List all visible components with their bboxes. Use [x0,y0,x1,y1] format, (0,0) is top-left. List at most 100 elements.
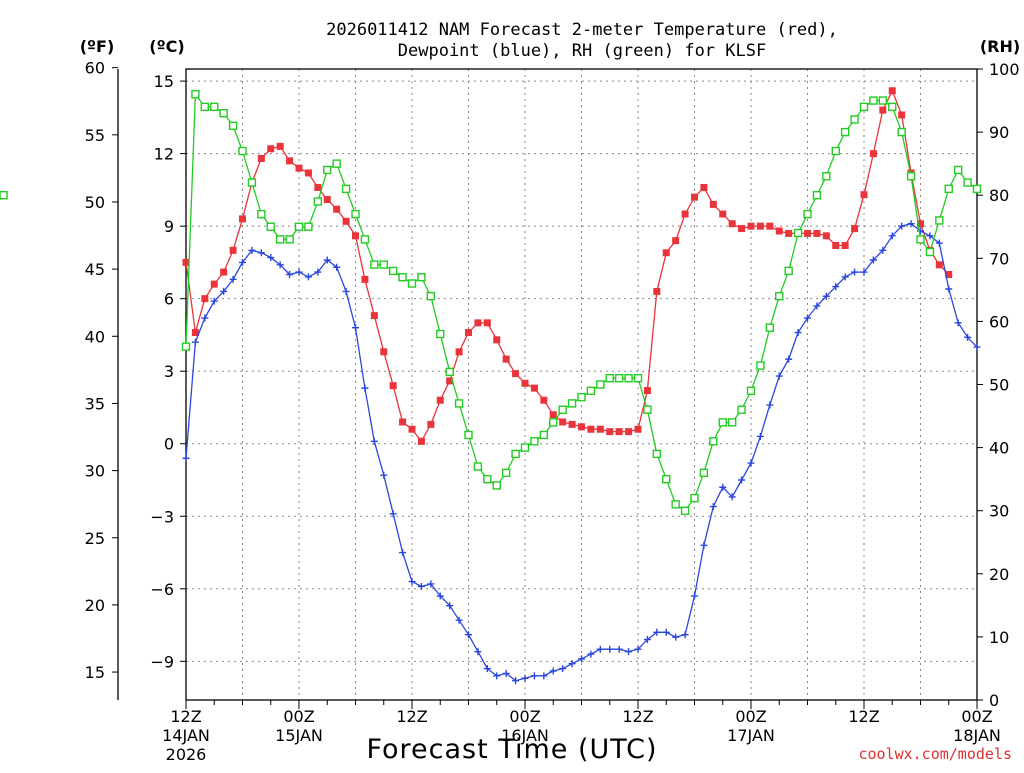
temperature-point [832,241,840,249]
rh-point [219,108,228,118]
x-tick-time-label: 12Z [622,707,653,726]
celsius-tick-label: 15 [154,72,174,91]
temperature-point [370,312,378,320]
temperature-point [596,425,604,433]
rh-point [953,165,963,175]
temperature-point [653,287,661,295]
plot-series [0,87,982,685]
rh-point [577,392,586,402]
dewpoint-point [549,667,557,675]
dewpoint-point [239,258,246,266]
dewpoint-point [521,674,529,682]
dewpoint-point [286,270,294,278]
temperature-point [672,237,680,245]
rh-point [473,462,483,471]
temperature-point [822,232,830,240]
dewpoint-point [427,580,435,588]
x-tick-time-label: 00Z [961,707,992,726]
temperature-point [869,150,877,158]
rh-point [181,342,191,351]
dewpoint-point [483,665,491,673]
rh-point [699,468,709,478]
fahrenheit-tick-label: 35 [85,394,105,413]
dewpoint-point [625,648,633,656]
dewpoint-point [898,222,906,230]
dewpoint-point [229,275,237,283]
rh-point [285,235,294,244]
rh-point [690,493,699,503]
temperature-point [182,258,190,266]
rh-point [850,115,859,124]
dewpoint-point [465,631,472,639]
rh-point [454,399,464,408]
rh-point [680,506,690,515]
temperature-point [286,157,294,165]
rh-point [511,449,520,459]
fahrenheit-tick-label: 55 [85,126,105,145]
rh-point [605,373,614,383]
dewpoint-point [333,263,341,271]
dewpoint-point [276,261,284,269]
temperature-point [417,437,425,445]
dewpoint-point [587,650,595,658]
series-rh [0,90,982,515]
temperature-point [898,111,906,119]
dewpoint-point [380,471,388,479]
dewpoint-point [267,254,275,262]
rh-point [709,437,718,446]
temperature-point [860,191,868,199]
celsius-tick-label: 0 [164,435,174,454]
dewpoint-point [832,283,840,291]
dewpoint-point [869,256,877,264]
rh-point [191,90,200,99]
dewpoint-point [606,645,614,653]
temperature-point [945,270,953,278]
rh-tick-label: 30 [989,502,1009,521]
rh-point [464,430,473,440]
rh-point [972,184,982,194]
temperature-point [201,295,209,303]
dewpoint-point [747,459,755,467]
dewpoint-point [361,384,369,392]
dewpoint-point [738,476,746,484]
temperature-point [399,418,407,426]
dewpoint-point [719,483,727,491]
fahrenheit-tick-label: 20 [85,596,105,615]
temperature-point [295,164,303,172]
rh-point [370,260,379,269]
temperature-point [662,249,670,257]
temperature-point [512,370,520,378]
rh-point [784,266,793,276]
dewpoint-point [323,256,331,264]
dewpoint-point [220,287,228,295]
x-tick-time-label: 12Z [848,707,879,726]
temperature-point [756,222,764,230]
rh-point [539,430,549,440]
rh-point [294,222,304,231]
celsius-unit-label: (ºC) [149,37,184,56]
dewpoint-point [643,636,651,644]
rh-point [652,449,662,459]
fahrenheit-tick-label: 15 [85,663,105,682]
dewpoint-point [681,631,689,639]
rh-point [407,279,417,288]
rh-point [614,373,624,383]
temperature-point [804,229,811,237]
dewpoint-point [926,232,934,240]
dewpoint-point [907,220,915,228]
dewpoint-point [389,510,397,518]
dewpoint-point [578,655,585,663]
series-dewpoint [182,220,981,685]
rh-point [313,197,323,206]
x-tick-year-label: 2026 [166,745,207,764]
dewpoint-point [257,249,265,257]
temperature-point [342,217,350,225]
rh-point [417,273,426,282]
series-temperature [182,87,953,445]
rh-tick-label: 60 [989,312,1009,331]
rh-point [483,474,492,484]
celsius-tick-label: 6 [164,290,174,309]
temperature-point [502,355,510,363]
rh-point [925,247,935,257]
x-tick-time-label: 00Z [735,707,766,726]
